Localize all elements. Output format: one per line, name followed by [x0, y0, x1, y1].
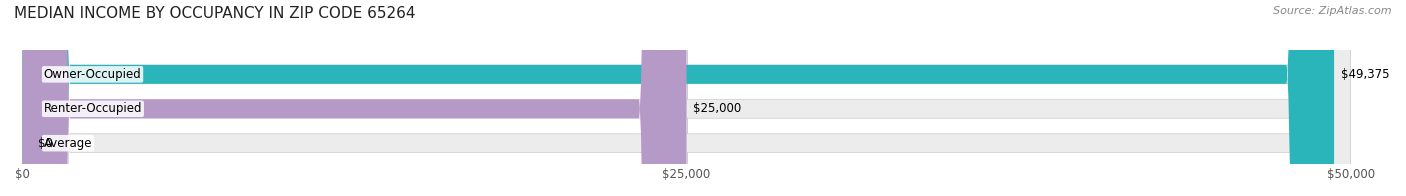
Text: Owner-Occupied: Owner-Occupied [44, 68, 142, 81]
FancyBboxPatch shape [22, 0, 1351, 196]
Text: $25,000: $25,000 [693, 102, 741, 115]
FancyBboxPatch shape [22, 0, 1351, 196]
Text: Source: ZipAtlas.com: Source: ZipAtlas.com [1274, 6, 1392, 16]
FancyBboxPatch shape [22, 0, 1334, 196]
Text: MEDIAN INCOME BY OCCUPANCY IN ZIP CODE 65264: MEDIAN INCOME BY OCCUPANCY IN ZIP CODE 6… [14, 6, 416, 21]
Text: $0: $0 [38, 137, 53, 150]
Text: Renter-Occupied: Renter-Occupied [44, 102, 142, 115]
FancyBboxPatch shape [22, 0, 1351, 196]
Text: $49,375: $49,375 [1341, 68, 1389, 81]
FancyBboxPatch shape [22, 0, 686, 196]
Text: Average: Average [44, 137, 93, 150]
